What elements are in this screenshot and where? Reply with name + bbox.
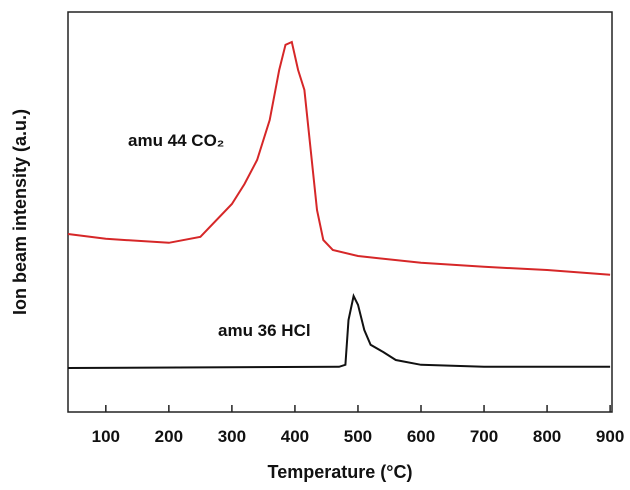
- x-tick-label: 900: [596, 427, 624, 446]
- x-tick-label: 600: [407, 427, 435, 446]
- series-line: [67, 40, 611, 276]
- x-tick-label: 400: [281, 427, 309, 446]
- x-tick-label: 500: [344, 427, 372, 446]
- series-label: amu 44 CO₂: [128, 131, 224, 150]
- x-tick-label: 100: [92, 427, 120, 446]
- y-axis-title: Ion beam intensity (a.u.): [10, 109, 30, 315]
- x-tick-label: 700: [470, 427, 498, 446]
- series-label: amu 36 HCl: [218, 321, 311, 340]
- x-tick-label: 300: [218, 427, 246, 446]
- x-tick-label: 200: [155, 427, 183, 446]
- x-axis-title: Temperature (°C): [268, 462, 413, 482]
- series-line: [67, 292, 611, 369]
- plot-frame: [67, 11, 613, 413]
- x-tick-label: 800: [533, 427, 561, 446]
